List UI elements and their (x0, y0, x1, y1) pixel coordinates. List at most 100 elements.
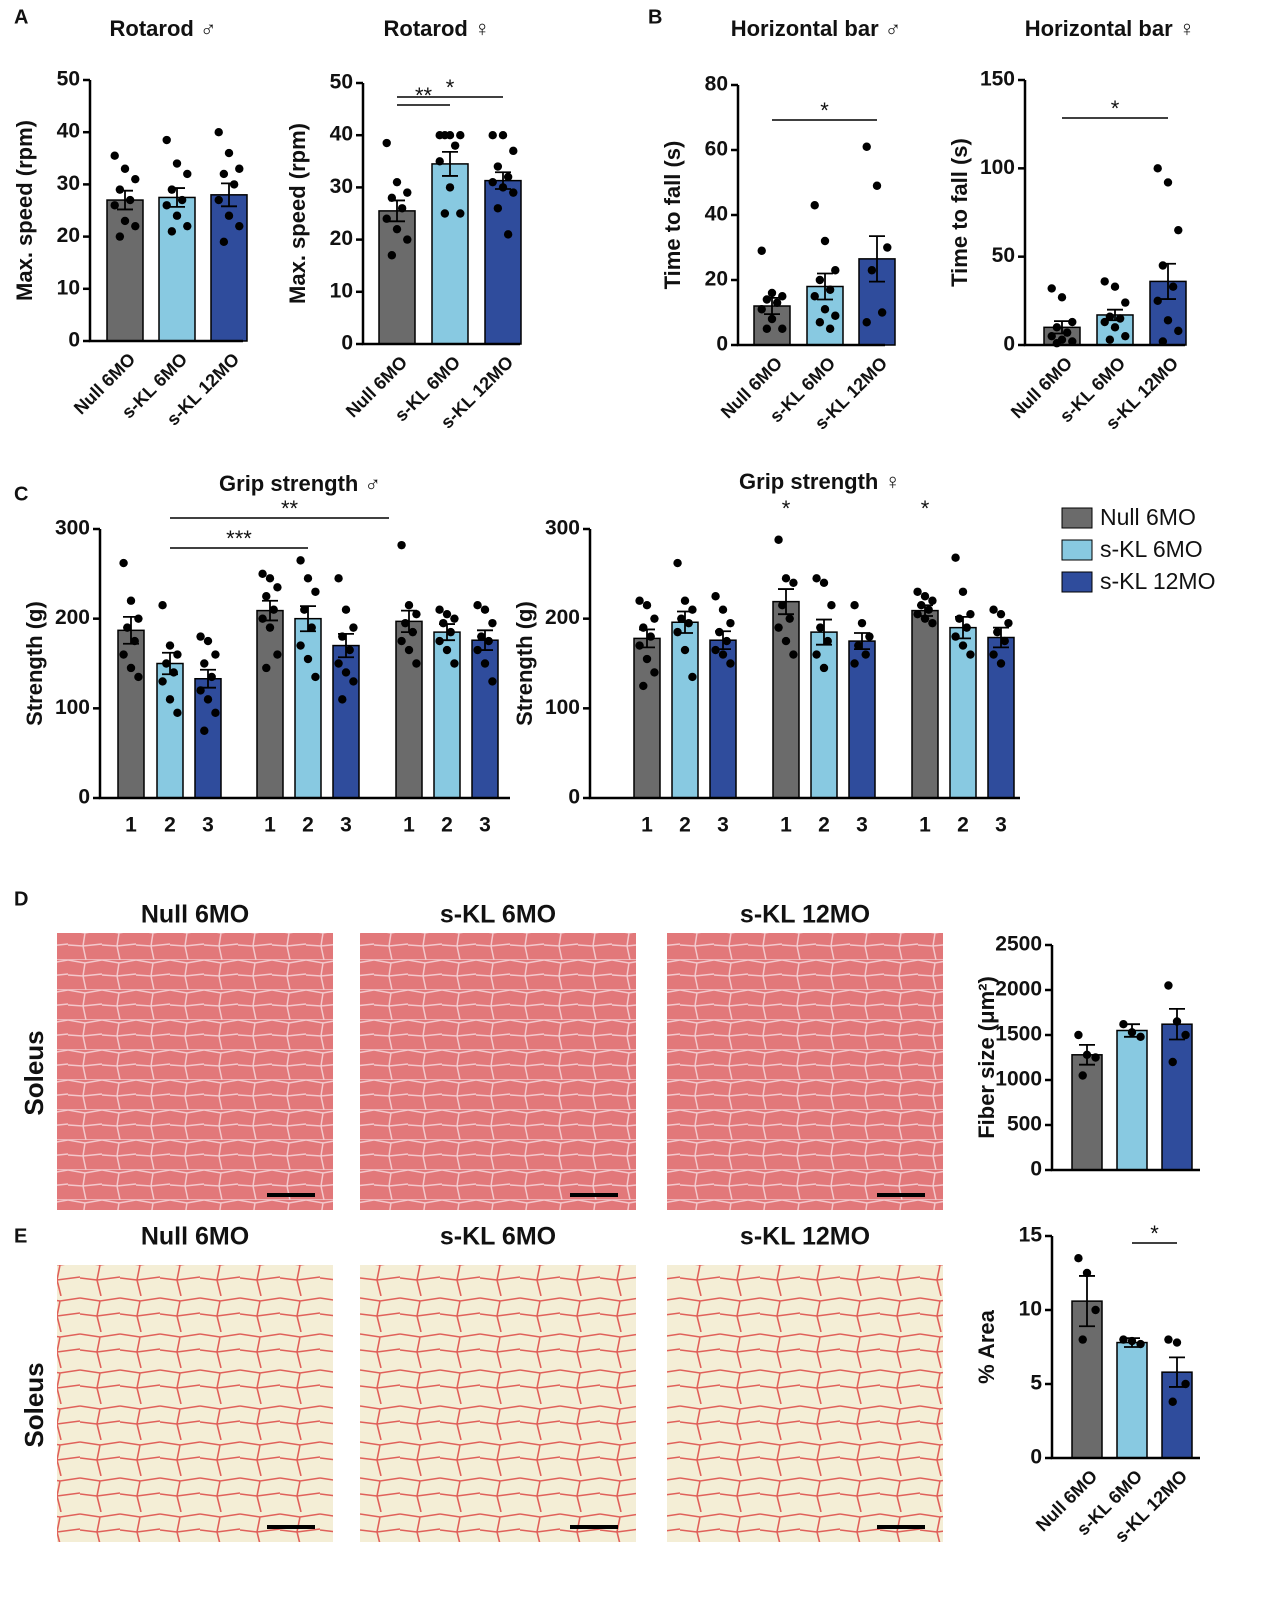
y-axis-label: % Area (974, 1309, 999, 1384)
y-axis-label: Max. speed (rpm) (12, 120, 37, 301)
significance-label: * (1111, 96, 1120, 121)
axes (736, 85, 885, 347)
x-tick-label: 2 (679, 814, 691, 837)
data-point (639, 681, 648, 691)
data-point (862, 318, 871, 327)
data-point (165, 641, 175, 650)
data-point (1136, 1032, 1145, 1042)
data-point (1115, 314, 1125, 323)
data-point (917, 601, 926, 610)
data-point (404, 601, 414, 610)
panel-label: B (648, 6, 662, 28)
data-point (488, 618, 497, 628)
data-point (211, 708, 220, 718)
data-point (392, 224, 402, 234)
bar (1161, 1023, 1193, 1171)
data-point (816, 623, 825, 632)
y-tick-label: 50 (57, 68, 80, 91)
bar (484, 179, 522, 345)
x-tick-label: 3 (340, 814, 352, 837)
data-point (125, 195, 135, 205)
data-point (334, 659, 343, 668)
data-point (167, 185, 177, 194)
data-point (450, 659, 459, 668)
data-point (235, 164, 244, 173)
data-point (503, 172, 513, 182)
x-tick-label: 3 (717, 814, 729, 837)
y-tick-label: 300 (545, 517, 580, 540)
data-point (711, 645, 720, 655)
data-point (219, 169, 229, 179)
data-point (498, 131, 508, 140)
chart-title: Grip strength ♀ (739, 469, 901, 494)
image-title: Null 6MO (141, 1223, 249, 1251)
data-point (1168, 282, 1178, 291)
data-point (480, 605, 490, 614)
data-point (955, 614, 964, 623)
data-point (673, 627, 682, 637)
data-point (774, 623, 783, 632)
significance-label: ** (415, 83, 433, 108)
data-point (850, 601, 859, 610)
data-point (877, 308, 887, 317)
data-point (172, 159, 182, 168)
data-point (130, 636, 139, 646)
bar (433, 631, 461, 799)
data-point (131, 174, 140, 184)
data-point (1000, 636, 1009, 646)
data-point (646, 632, 655, 641)
data-point (635, 596, 644, 605)
data-point (825, 285, 835, 294)
image-title: s-KL 6MO (440, 901, 556, 929)
x-tick-label: 1 (780, 814, 792, 837)
y-tick-label: 1000 (995, 1068, 1042, 1091)
x-tick-label: 1 (641, 814, 653, 837)
data-point (1068, 337, 1077, 346)
micrograph (667, 1265, 943, 1542)
data-point (442, 609, 452, 619)
data-point (820, 236, 830, 246)
data-point (642, 601, 652, 610)
legend-label: s-KL 6MO (1100, 536, 1203, 562)
data-point (403, 188, 412, 197)
data-point (1110, 282, 1120, 291)
data-point (812, 650, 821, 659)
bar (1116, 1341, 1148, 1459)
bar (772, 600, 800, 799)
data-point (1119, 1019, 1128, 1029)
y-tick-label: 15 (1019, 1224, 1043, 1247)
data-point (214, 195, 223, 205)
data-point (219, 237, 229, 247)
y-tick-label: 0 (1030, 1446, 1042, 1469)
data-point (408, 627, 417, 637)
y-tick-label: 200 (55, 606, 90, 629)
data-point (229, 180, 239, 189)
data-point (778, 601, 787, 610)
data-point (262, 663, 271, 673)
x-tick-label: 3 (479, 814, 491, 837)
data-point (1068, 317, 1077, 327)
y-tick-label: 80 (705, 73, 728, 96)
data-point (867, 266, 877, 275)
data-point (688, 605, 697, 614)
data-point (951, 632, 960, 641)
x-tick-label: 3 (856, 814, 868, 837)
data-point (789, 650, 798, 659)
significance-label: *** (226, 526, 252, 551)
data-point (1121, 331, 1130, 341)
data-point (473, 645, 482, 655)
legend-swatch (1061, 507, 1093, 529)
legend-swatch (1061, 571, 1093, 593)
data-point (338, 632, 347, 641)
data-point (1158, 261, 1168, 270)
y-tick-label: 2500 (995, 933, 1042, 956)
data-point (1078, 1335, 1087, 1344)
data-point (757, 246, 766, 255)
data-point (989, 605, 998, 614)
data-point (456, 131, 465, 140)
data-point (134, 614, 143, 623)
data-point (1091, 1053, 1100, 1062)
data-point (862, 142, 871, 151)
data-point (488, 177, 497, 187)
